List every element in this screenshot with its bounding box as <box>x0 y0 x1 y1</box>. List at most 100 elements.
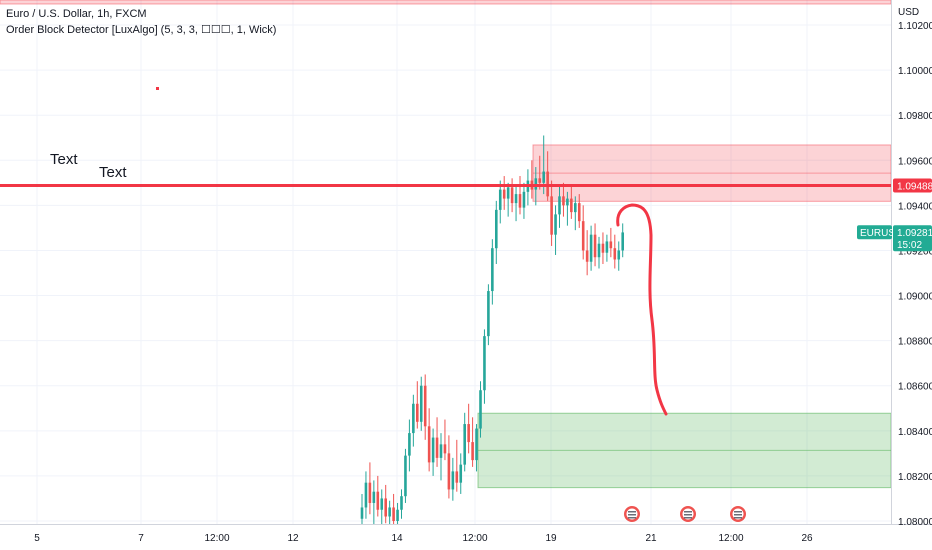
x-tick-label: 21 <box>645 533 657 544</box>
top-supply-zone <box>0 0 892 5</box>
candle-body <box>577 203 581 222</box>
candle-body <box>364 482 368 508</box>
candle-body <box>451 471 455 490</box>
y-tick-label: 1.08400 <box>898 427 932 438</box>
candle-body <box>613 248 617 260</box>
candle-body <box>605 241 609 253</box>
candle-body <box>412 403 415 434</box>
indicator-label[interactable]: Order Block Detector [LuxAlgo] (5, 3, 3,… <box>6 24 276 36</box>
candle-body <box>487 291 490 337</box>
candle-body <box>566 198 569 206</box>
countdown-timer: 15:02 <box>897 240 922 251</box>
symbol-name: EURUSD <box>860 228 902 239</box>
candle-body <box>435 437 439 458</box>
candle-body <box>601 243 605 253</box>
candle-body <box>538 178 542 183</box>
candle-body <box>475 428 478 461</box>
candle-body <box>550 196 553 235</box>
y-tick-label: 1.10200 <box>898 21 932 32</box>
candle-body <box>483 336 486 391</box>
candle-body <box>502 189 506 199</box>
y-tick-label: 1.09000 <box>898 292 932 303</box>
candle-body <box>368 482 372 503</box>
symbol-price-tag[interactable]: EURUSD 1.09281 15:02 <box>857 225 932 252</box>
candle-body <box>495 209 498 249</box>
candle-body <box>593 234 597 258</box>
candle-body <box>585 250 589 262</box>
horizontal-line-price-tag[interactable]: 1.09488 <box>893 178 932 193</box>
candle-body <box>558 196 561 215</box>
candle-body <box>574 203 577 213</box>
candle-body <box>542 171 545 183</box>
marker-dot <box>156 87 159 90</box>
y-tick-label: 1.08200 <box>898 472 932 483</box>
candle-body <box>518 194 522 208</box>
drawn-projection-path[interactable] <box>616 203 668 416</box>
y-tick-label: 1.09600 <box>898 156 932 167</box>
candle-body <box>455 471 459 483</box>
price-axis[interactable] <box>892 0 932 550</box>
candle-body <box>491 248 494 292</box>
candle-body <box>546 171 549 197</box>
x-tick-label: 12:00 <box>204 533 229 544</box>
candle-body <box>514 194 518 204</box>
candle-body <box>392 507 395 521</box>
candle-body <box>384 498 387 517</box>
y-tick-label: 1.09200 <box>898 246 932 257</box>
text-annotation-2[interactable]: Text <box>99 164 127 181</box>
candle-body <box>400 496 403 510</box>
event-flag-icon[interactable] <box>624 506 640 522</box>
candle-body <box>621 232 624 251</box>
candle-body <box>443 444 447 454</box>
x-tick-label: 12 <box>287 533 299 544</box>
candle-body <box>388 507 391 517</box>
y-tick-label: 1.09800 <box>898 111 932 122</box>
currency-label: USD <box>898 7 919 18</box>
x-tick-label: 14 <box>391 533 403 544</box>
y-tick-label: 1.08800 <box>898 337 932 348</box>
candle-body <box>408 433 411 456</box>
candle-body <box>427 426 431 463</box>
candle-body <box>431 437 435 463</box>
candle-body <box>617 250 621 260</box>
candle-body <box>376 491 380 510</box>
x-tick-label: 5 <box>34 533 40 544</box>
y-tick-label: 1.08000 <box>898 517 932 528</box>
event-flag-icon[interactable] <box>680 506 696 522</box>
x-tick-label: 7 <box>138 533 144 544</box>
candle-body <box>423 385 427 427</box>
candle-body <box>589 234 593 262</box>
candle-body <box>522 191 526 208</box>
candle-body <box>404 455 407 497</box>
candle-body <box>479 390 482 429</box>
candle-body <box>447 453 451 490</box>
y-tick-label: 1.10000 <box>898 66 932 77</box>
y-axis-ticks: 1.08000 1.08200 1.08400 1.08600 1.08800 1.090… <box>898 21 932 528</box>
candle-body <box>554 214 557 235</box>
candle-body <box>570 198 573 213</box>
time-axis[interactable] <box>0 524 892 550</box>
candle-body <box>498 189 502 210</box>
candle-body <box>396 509 399 521</box>
x-tick-label: 12:00 <box>718 533 743 544</box>
y-tick-label: 1.08600 <box>898 382 932 393</box>
candle-body <box>510 187 514 204</box>
order-block-zones <box>477 144 892 489</box>
bearish-order-block <box>532 144 892 202</box>
candle-body <box>360 507 364 519</box>
grid <box>0 0 891 524</box>
candle-body <box>562 196 565 206</box>
candle-body <box>506 187 510 199</box>
candle-body <box>471 442 474 461</box>
event-flag-icon[interactable] <box>730 506 746 522</box>
x-tick-label: 26 <box>801 533 813 544</box>
candle-body <box>459 464 463 483</box>
x-tick-label: 12:00 <box>462 533 487 544</box>
text-annotation-1[interactable]: Text <box>50 151 78 168</box>
x-axis-ticks: 5 7 12:00 12 14 12:00 19 21 12:00 26 <box>34 533 813 544</box>
candle-body <box>581 221 585 251</box>
symbol-price: 1.09281 <box>897 228 932 239</box>
level-price-text: 1.09488 <box>897 182 932 193</box>
candle-body <box>467 424 470 443</box>
